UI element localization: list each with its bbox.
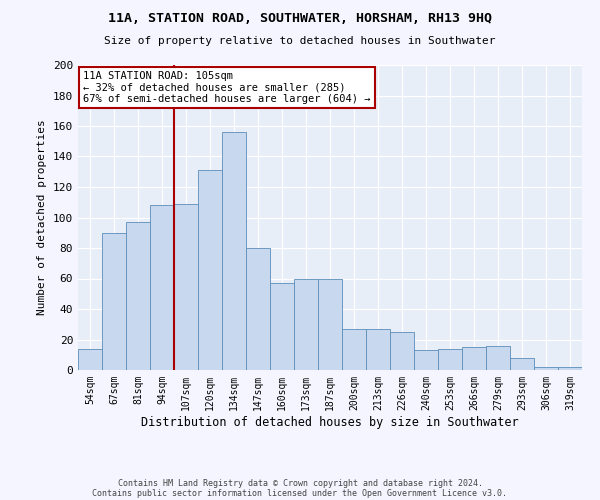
Bar <box>486 346 510 370</box>
Bar <box>558 367 582 370</box>
Bar <box>342 329 366 370</box>
Text: 11A STATION ROAD: 105sqm
← 32% of detached houses are smaller (285)
67% of semi-: 11A STATION ROAD: 105sqm ← 32% of detach… <box>83 71 371 104</box>
Text: Contains public sector information licensed under the Open Government Licence v3: Contains public sector information licen… <box>92 488 508 498</box>
Bar <box>222 132 246 370</box>
Bar <box>510 358 534 370</box>
Bar <box>78 348 102 370</box>
Bar <box>534 367 558 370</box>
Bar <box>198 170 222 370</box>
Bar <box>102 233 126 370</box>
Bar <box>366 329 390 370</box>
Text: 11A, STATION ROAD, SOUTHWATER, HORSHAM, RH13 9HQ: 11A, STATION ROAD, SOUTHWATER, HORSHAM, … <box>108 12 492 26</box>
Bar <box>270 283 294 370</box>
Y-axis label: Number of detached properties: Number of detached properties <box>37 120 47 316</box>
Text: Size of property relative to detached houses in Southwater: Size of property relative to detached ho… <box>104 36 496 46</box>
Bar <box>438 348 462 370</box>
Bar <box>126 222 150 370</box>
Bar <box>414 350 438 370</box>
Bar <box>462 347 486 370</box>
Bar <box>246 248 270 370</box>
Text: Contains HM Land Registry data © Crown copyright and database right 2024.: Contains HM Land Registry data © Crown c… <box>118 478 482 488</box>
Bar <box>318 278 342 370</box>
Bar <box>150 206 174 370</box>
Bar <box>294 278 318 370</box>
X-axis label: Distribution of detached houses by size in Southwater: Distribution of detached houses by size … <box>141 416 519 428</box>
Bar <box>174 204 198 370</box>
Bar <box>390 332 414 370</box>
